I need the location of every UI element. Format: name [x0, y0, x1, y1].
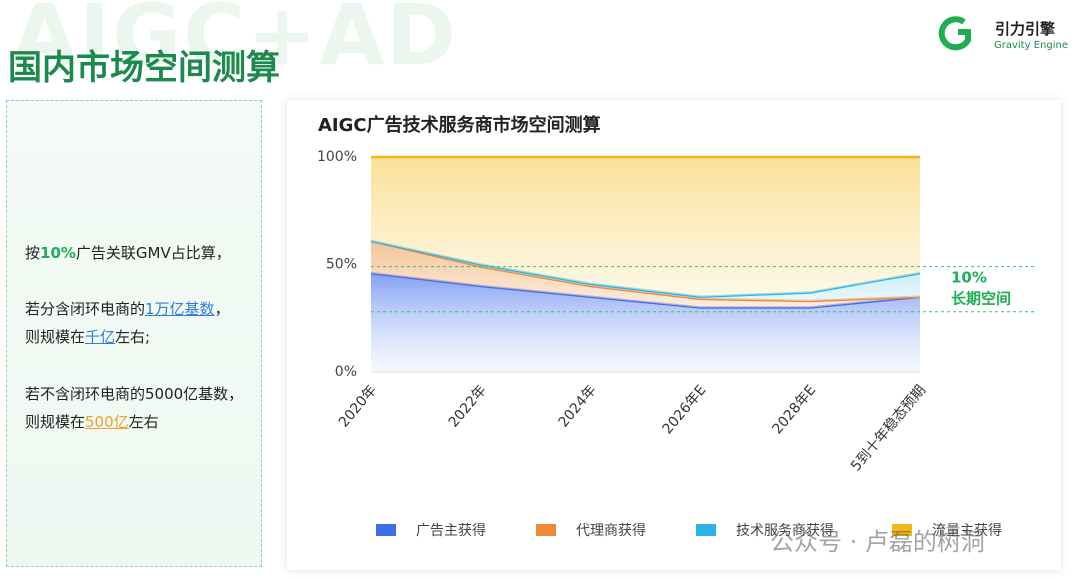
note-text: 千亿: [85, 328, 116, 346]
note-text: 10%: [40, 244, 76, 262]
x-tick-label: 5到十年稳态预期: [848, 382, 929, 474]
note-paragraph: 按10%广告关联GMV占比算，: [25, 239, 231, 267]
legend-label: 技术服务商获得: [736, 522, 834, 539]
note-text: 若分含闭环电商的: [25, 300, 146, 318]
note-line: 若分含闭环电商的1万亿基数，: [25, 295, 230, 323]
y-tick-label: 100%: [317, 149, 357, 165]
note-text: 500亿: [85, 413, 129, 431]
area: [371, 240, 920, 302]
x-tick-label: 2022年: [446, 382, 490, 430]
chart: AIGC广告技术服务商市场空间测算 0% 50% 100% 10% 长期空间 2020年 2…: [317, 114, 1037, 539]
legend-label: 流量主获得: [932, 522, 1002, 539]
note-paragraph: 若不含闭环电商的5000亿基数， 则规模在500亿左右: [25, 380, 243, 436]
legend-swatch: [536, 524, 556, 536]
slide-title: 国内市场空间测算: [8, 48, 280, 88]
notes-panel: 按10%广告关联GMV占比算， 若分含闭环电商的1万亿基数， 则规模在千亿左右; 若不…: [6, 100, 262, 567]
note-paragraph: 若分含闭环电商的1万亿基数， 则规模在千亿左右;: [25, 295, 230, 351]
area: [371, 157, 920, 297]
note-text: 广告关联GMV占比算，: [75, 244, 231, 262]
note-text: 左右;: [115, 328, 151, 346]
logo-icon: [938, 16, 971, 51]
note-line: 按10%广告关联GMV占比算，: [25, 239, 231, 267]
note-text: 左右: [128, 413, 159, 431]
note-line: 若不含闭环电商的5000亿基数，: [25, 380, 243, 408]
area: [371, 240, 920, 308]
note-text: 则规模在: [25, 413, 86, 431]
y-tick-label: 0%: [335, 364, 357, 380]
x-tick-label: 2028年E: [769, 382, 819, 437]
legend-swatch: [696, 524, 716, 536]
legend-label: 代理商获得: [576, 522, 646, 539]
legend-label: 广告主获得: [416, 522, 486, 539]
x-tick-label: 2020年: [336, 382, 380, 430]
chart-card: AIGC广告技术服务商市场空间测算 0% 50% 100% 10% 长期空间 2020年 2…: [287, 100, 1061, 570]
brand-name-en: Gravity Engine: [994, 40, 1068, 51]
note-line: 则规模在500亿左右: [25, 408, 243, 436]
legend-swatch: [376, 524, 396, 536]
note-line: 则规模在千亿左右;: [25, 323, 230, 351]
note-text: 1万亿基数: [145, 300, 215, 318]
x-tick-label: 2026年E: [660, 382, 710, 437]
watermark: AIGC+AD: [12, 0, 458, 84]
series-line: [370, 239, 921, 303]
note-text: 按: [25, 244, 41, 262]
y-tick-label: 50%: [326, 257, 357, 273]
annotation-label: 长期空间: [951, 290, 1011, 308]
legend-swatch: [892, 524, 912, 536]
chart-title: AIGC广告技术服务商市场空间测算: [318, 114, 601, 136]
footer-watermark: 公众号 · 卢磊的树洞: [770, 528, 985, 556]
brand-name: 引力引擎: [995, 20, 1056, 38]
note-text: 若不含闭环电商的5000亿基数，: [25, 385, 244, 403]
x-tick-label: 2024年: [555, 382, 599, 430]
note-text: 则规模在: [25, 328, 86, 346]
annotation-value: 10%: [951, 269, 987, 287]
note-text: ，: [214, 300, 230, 318]
area: [371, 273, 920, 372]
